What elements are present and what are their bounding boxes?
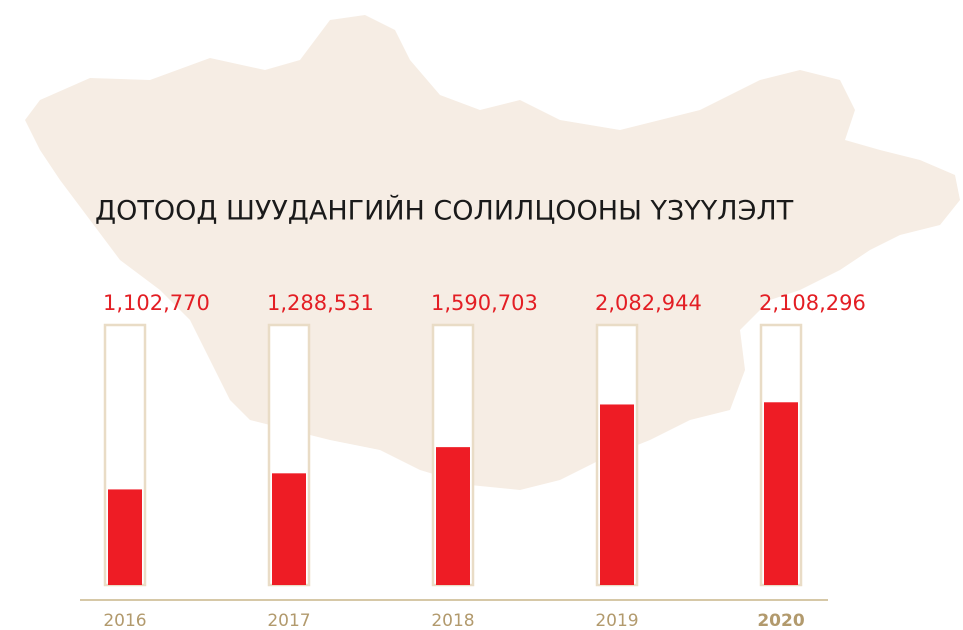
x-tick-label: 2016 [103, 611, 146, 630]
bar [764, 402, 798, 585]
x-tick-label: 2018 [431, 611, 474, 630]
value-label: 1,590,703 [431, 291, 538, 315]
x-tick-label: 2019 [595, 611, 638, 630]
bar [436, 447, 470, 585]
x-tick-label: 2017 [267, 611, 310, 630]
value-label: 2,082,944 [595, 291, 702, 315]
value-label: 1,102,770 [103, 291, 210, 315]
bar [108, 489, 142, 585]
bar [272, 473, 306, 585]
value-label: 2,108,296 [759, 291, 866, 315]
value-label: 1,288,531 [267, 291, 374, 315]
map-silhouette [25, 15, 960, 490]
chart-title: ДОТООД ШУУДАНГИЙН СОЛИЛЦООНЫ ҮЗҮҮЛЭЛТ [95, 195, 794, 227]
x-tick-label: 2020 [757, 611, 804, 630]
bar [600, 404, 634, 585]
